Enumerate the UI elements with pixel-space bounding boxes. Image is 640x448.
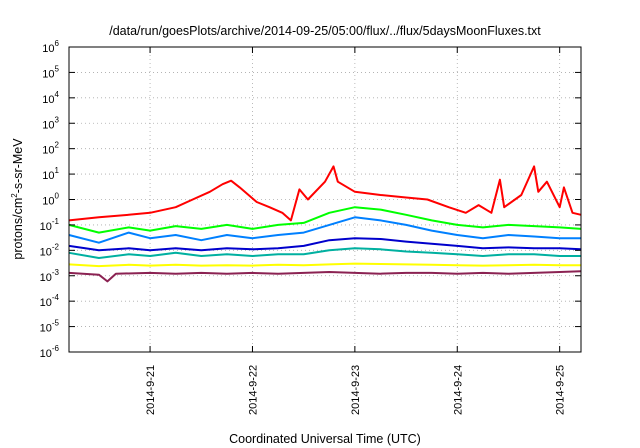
- series-line-7: [68, 270, 582, 283]
- y-tick-label: 10-6: [40, 344, 60, 360]
- y-tick-label: 100: [42, 192, 59, 208]
- x-axis-label: Coordinated Universal Time (UTC): [229, 432, 421, 446]
- y-tick-base: 10: [40, 221, 52, 233]
- y-tick-label: 105: [42, 64, 59, 80]
- series-lines: [68, 165, 582, 283]
- series-line-4: [68, 237, 582, 252]
- series-line-6: [68, 262, 581, 268]
- y-tick-base: 10: [42, 94, 54, 106]
- y-tick-base: 10: [40, 246, 52, 258]
- y-tick-exponent: -3: [52, 268, 60, 277]
- y-tick-base: 10: [42, 119, 54, 131]
- y-tick-exponent: -2: [52, 242, 60, 251]
- y-tick-label: 10-4: [40, 293, 60, 309]
- y-tick-base: 10: [40, 323, 52, 335]
- y-tick-base: 10: [42, 68, 54, 80]
- y-tick-exponent: 4: [55, 90, 60, 99]
- x-tick-label: 2014-9-24: [452, 365, 464, 415]
- series-line-3: [68, 216, 581, 244]
- y-tick-label: 101: [42, 166, 59, 182]
- y-axis-label-base: protons/cm: [11, 198, 25, 260]
- y-tick-exponent: -6: [52, 344, 60, 353]
- y-tick-base: 10: [40, 297, 52, 309]
- series-line-2: [68, 206, 582, 234]
- y-tick-base: 10: [40, 272, 52, 284]
- y-tick-label: 104: [42, 90, 59, 106]
- y-tick-label: 10-5: [40, 319, 60, 335]
- x-tick-label: 2014-9-25: [555, 365, 567, 415]
- y-tick-base: 10: [42, 145, 54, 157]
- y-tick-label: 106: [42, 39, 59, 55]
- x-tick-label: 2014-9-21: [145, 365, 157, 415]
- x-tick-label: 2014-9-23: [350, 365, 362, 415]
- y-axis-label: protons/cm2-s-sr-MeV: [10, 138, 25, 260]
- x-axis-ticks: 2014-9-21 2014-9-22 2014-9-23 2014-9-24 2014…: [145, 47, 567, 415]
- y-tick-exponent: 2: [55, 141, 60, 150]
- y-axis-label-rest: -s-sr-MeV: [11, 138, 25, 194]
- y-tick-base: 10: [42, 43, 54, 55]
- y-tick-exponent: 3: [55, 115, 60, 124]
- y-tick-exponent: 0: [55, 192, 60, 201]
- y-tick-label: 103: [42, 115, 59, 131]
- y-axis-ticks: 10610510410310210110010-110-210-310-410-…: [40, 39, 581, 360]
- y-tick-base: 10: [42, 196, 54, 208]
- y-axis-label-sup: 2: [10, 193, 19, 198]
- y-tick-exponent: 6: [55, 39, 60, 48]
- x-tick-label: 2014-9-22: [247, 365, 259, 415]
- y-tick-exponent: -5: [52, 319, 60, 328]
- y-tick-exponent: -4: [52, 293, 60, 302]
- y-tick-label: 10-1: [40, 217, 60, 233]
- chart-title: /data/run/goesPlots/archive/2014-09-25/0…: [109, 24, 541, 38]
- y-tick-label: 102: [42, 141, 59, 157]
- y-tick-exponent: 5: [55, 64, 60, 73]
- y-tick-label: 10-2: [40, 242, 60, 258]
- y-tick-base: 10: [42, 170, 54, 182]
- y-tick-label: 10-3: [40, 268, 60, 284]
- y-tick-exponent: 1: [55, 166, 60, 175]
- series-line-1: [68, 165, 582, 222]
- series-line-5: [68, 247, 581, 259]
- y-tick-base: 10: [40, 348, 52, 360]
- y-tick-exponent: -1: [52, 217, 60, 226]
